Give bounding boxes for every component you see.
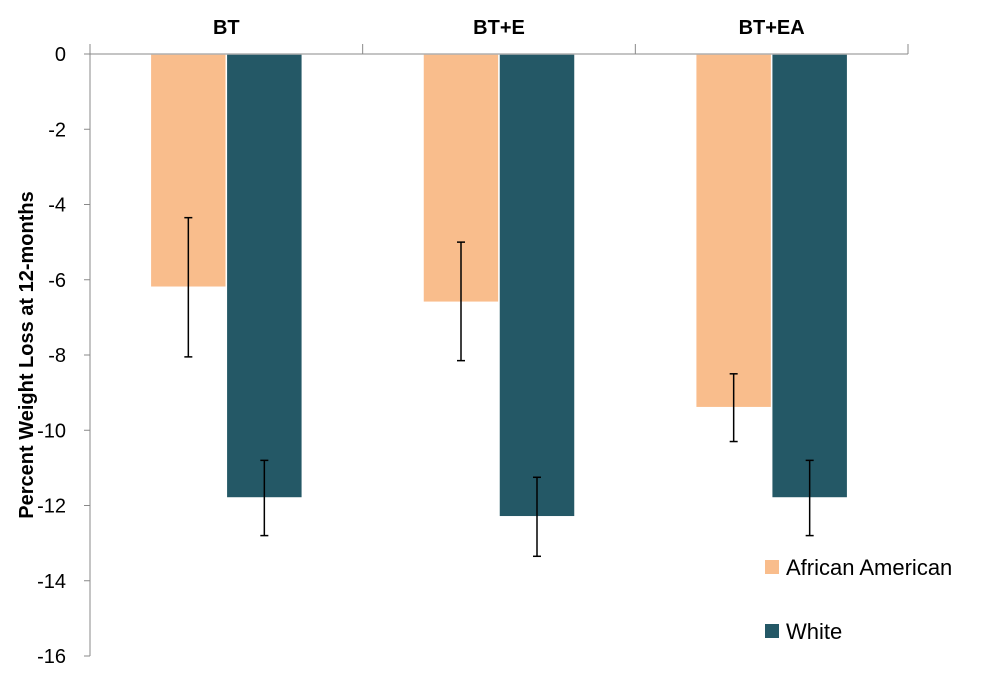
bar-white-1 (498, 53, 576, 518)
legend-label: White (786, 619, 842, 644)
category-labels: BT BT+E BT+EA (213, 17, 805, 39)
y-tick-label: -4 (48, 195, 66, 217)
category-label: BT+EA (739, 17, 805, 39)
y-tick-label: -16 (37, 646, 66, 668)
y-tick-label: -12 (37, 496, 66, 518)
y-axis-ticks: 0 -2 -4 -6 -8 -10 -12 -14 -16 (37, 44, 90, 668)
bar-white-0 (225, 53, 304, 499)
category-label: BT+E (473, 17, 525, 39)
category-label: BT (213, 17, 240, 39)
y-tick-label: -6 (48, 270, 66, 292)
y-tick-label: 0 (55, 44, 66, 66)
legend-swatch-white (765, 624, 779, 638)
y-axis-title: Percent Weight Loss at 12-months (16, 191, 38, 518)
y-tick-label: -8 (48, 345, 66, 367)
error-bars (184, 216, 814, 558)
bar-african-american-2 (694, 53, 773, 409)
legend: African American White (765, 555, 952, 644)
bars (149, 53, 849, 518)
y-tick-label: -2 (48, 119, 66, 141)
axes (89, 44, 909, 656)
y-axis-title-group: Percent Weight Loss at 12-months (16, 191, 38, 518)
bar-white-2 (770, 53, 849, 499)
y-tick-label: -10 (37, 420, 66, 442)
legend-swatch-african-american (765, 560, 779, 574)
y-tick-label: -14 (37, 571, 66, 593)
legend-label: African American (786, 555, 952, 580)
